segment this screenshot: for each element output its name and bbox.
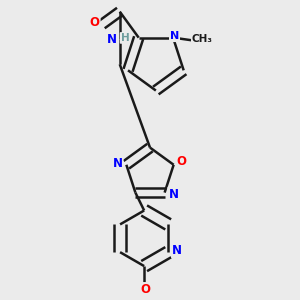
Text: N: N	[170, 31, 179, 41]
Text: N: N	[168, 188, 178, 200]
Text: N: N	[106, 33, 116, 46]
Text: N: N	[172, 244, 182, 257]
Text: O: O	[141, 283, 151, 296]
Text: H: H	[121, 33, 129, 43]
Text: CH₃: CH₃	[192, 34, 213, 44]
Text: O: O	[177, 155, 187, 168]
Text: O: O	[90, 16, 100, 28]
Text: N: N	[112, 157, 123, 170]
